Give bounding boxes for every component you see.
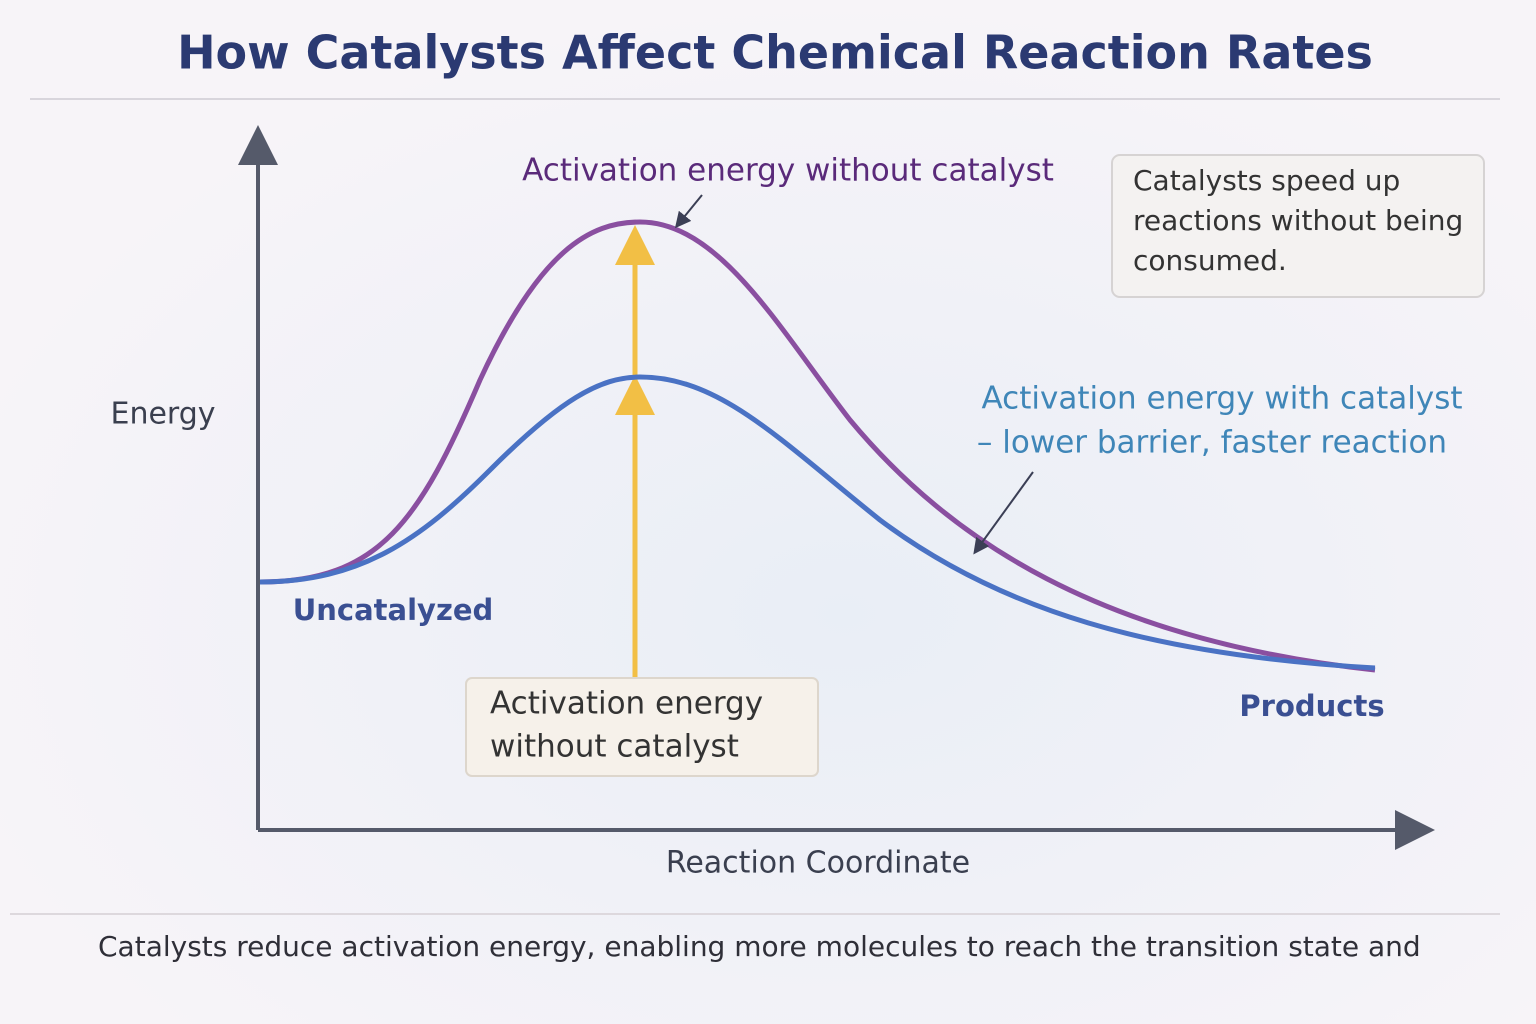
note-box (1111, 154, 1485, 298)
note-text: Catalysts speed up (1133, 164, 1400, 197)
uncatalyzed-curve (259, 219, 1376, 673)
catalyzed-label: Activation energy with catalyst (982, 381, 1463, 417)
callout-text: Activation energy (490, 686, 763, 722)
callout-text: without catalyst (490, 729, 739, 765)
y-axis-label: Energy (110, 397, 215, 432)
title: How Catalysts Affect Chemical Reaction R… (177, 26, 1373, 80)
note-text: reactions without being (1133, 204, 1463, 237)
pointer (674, 194, 703, 229)
catalyzed-label: – lower barrier, faster reaction (977, 425, 1447, 461)
peak-label: Activation energy without catalyst (522, 153, 1054, 189)
note-text: consumed. (1133, 244, 1287, 277)
catalyzed-curve (259, 374, 1376, 671)
end-label: Products (1239, 689, 1384, 723)
callout-box (465, 677, 819, 777)
x-axis-label: Reaction Coordinate (666, 846, 970, 881)
pointer (973, 471, 1034, 555)
start-label: Uncatalyzed (293, 593, 494, 627)
footer: Catalysts reduce activation energy, enab… (98, 930, 1421, 963)
